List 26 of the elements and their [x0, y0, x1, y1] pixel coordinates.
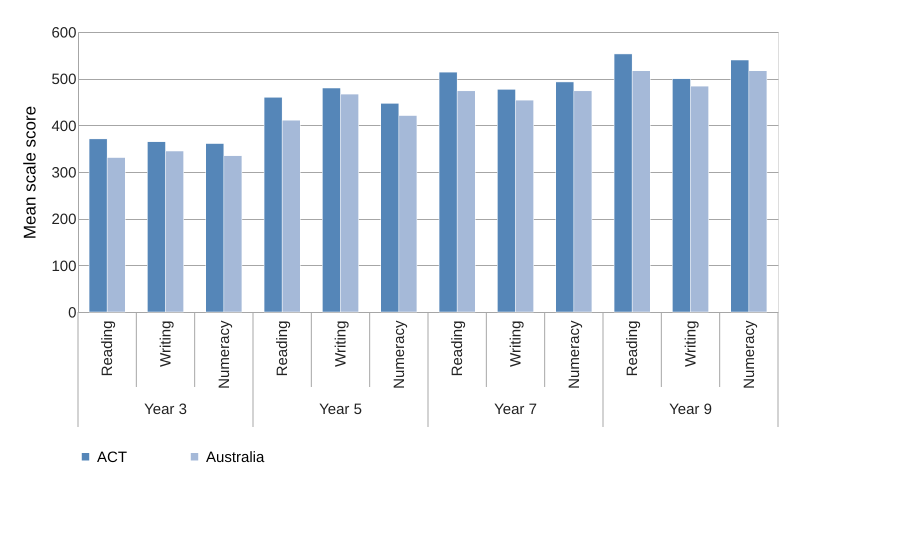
text: Year 7 [494, 401, 537, 418]
x-tick-label: Numeracy [216, 320, 233, 389]
x-tick-label: Numeracy [390, 320, 408, 389]
legend-label: ACT [97, 448, 127, 466]
y-tick-label: 600 [51, 24, 76, 42]
x-tick-label: Reading [449, 320, 466, 376]
x-tick-label: Reading [624, 320, 642, 376]
x-tick-label: Writing [682, 320, 700, 367]
x-tick-label: Reading [274, 320, 292, 376]
text: Year 9 [669, 401, 712, 418]
text: Year 3 [144, 401, 187, 418]
y-tick-label: 300 [51, 164, 76, 182]
x-tick-label: Writing [332, 320, 350, 367]
text: Year 5 [319, 401, 362, 418]
x-tick-label: Numeracy [566, 320, 583, 389]
y-axis-title: Mean scale score [20, 106, 40, 240]
x-tick-label: Reading [99, 320, 116, 376]
x-tick-label: Numeracy [740, 320, 758, 389]
x-tick-label: Writing [158, 320, 174, 367]
y-tick-label: 500 [51, 71, 76, 88]
y-tick-label: 0 [68, 304, 76, 322]
legend-label: Australia [206, 448, 266, 466]
x-tick-label: Writing [508, 320, 524, 367]
y-tick-label: 100 [51, 258, 76, 275]
y-tick-label: 200 [51, 211, 76, 228]
y-tick-label: 400 [51, 118, 76, 135]
